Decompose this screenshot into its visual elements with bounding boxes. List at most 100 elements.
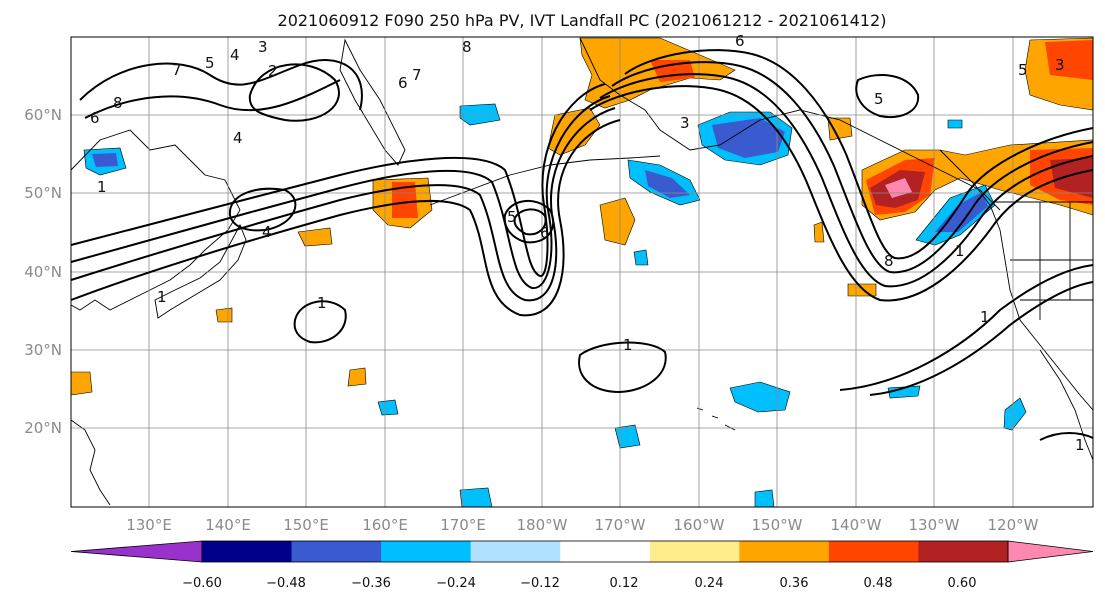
coastline-hawaii xyxy=(696,407,736,431)
contour-label: 4 xyxy=(262,223,272,241)
colorbar-segment xyxy=(291,541,382,562)
contour-line xyxy=(70,107,616,302)
colorbar-tick-label: −0.48 xyxy=(266,576,306,591)
lon-label: 160°E xyxy=(362,516,408,534)
contour-line xyxy=(84,79,341,119)
contour-label: 8 xyxy=(884,252,894,270)
anomaly-positive xyxy=(297,227,333,247)
colorbar-segment xyxy=(202,541,293,562)
contour-label: 3 xyxy=(680,114,690,132)
colorbar-labels: −0.60 −0.48 −0.36 −0.24 −0.12 0.12 0.24 … xyxy=(182,576,976,591)
contour-line xyxy=(70,119,621,317)
anomaly-negative xyxy=(633,249,649,266)
graticule xyxy=(71,37,1093,507)
coastline-japan xyxy=(154,223,247,319)
lon-label: 140°E xyxy=(205,516,251,534)
anomaly-positive xyxy=(827,117,853,141)
anomaly-negative xyxy=(614,424,641,449)
anomaly-negative xyxy=(754,489,775,508)
contour-label: 4 xyxy=(233,129,243,147)
colorbar-tick-label: 0.48 xyxy=(864,576,893,591)
contour-label: 6 xyxy=(90,109,100,127)
anomaly-negative xyxy=(459,487,493,508)
colorbar-tick-label: 0.36 xyxy=(780,576,809,591)
contour-label: 2 xyxy=(268,62,278,80)
contour-label: 5 xyxy=(507,208,517,226)
anomaly-negative xyxy=(1003,397,1027,431)
lon-label: 130°E xyxy=(126,516,172,534)
coastline-kamchatka xyxy=(339,38,406,166)
colorbar-extend-min xyxy=(70,540,203,563)
contour-label: 8 xyxy=(113,94,123,112)
anomaly-positive xyxy=(70,371,93,396)
coastline-alaska xyxy=(579,37,1001,211)
contour-label: 5 xyxy=(205,54,215,72)
contour-label: 3 xyxy=(258,38,268,56)
border-states xyxy=(1010,202,1093,320)
anomaly-positive xyxy=(392,182,418,218)
contour-line xyxy=(70,95,611,290)
contour-label: 1 xyxy=(97,178,107,196)
lat-label: 40°N xyxy=(24,263,62,281)
contour-label: 5 xyxy=(874,90,884,108)
colorbar-segment xyxy=(828,541,919,562)
anomaly-positive xyxy=(215,307,233,323)
colorbar-segment xyxy=(470,541,561,562)
contour-label: 1 xyxy=(317,294,327,312)
colorbar-tick-label: 0.60 xyxy=(948,576,977,591)
contour-label: 6 xyxy=(398,74,408,92)
contour-label: 6 xyxy=(735,32,745,50)
contour-line xyxy=(503,200,555,244)
colorbar-extend-max xyxy=(1007,540,1094,563)
pv-contours xyxy=(70,49,1094,441)
anomaly-negative xyxy=(645,170,690,198)
anomaly-negative xyxy=(729,381,791,413)
anomaly-negative xyxy=(92,153,118,167)
colorbar-segment xyxy=(649,541,740,562)
lon-label: 130°W xyxy=(909,516,960,534)
colorbar-segment xyxy=(918,541,1009,562)
contour-label: 7 xyxy=(412,66,422,84)
anomaly-positive xyxy=(1050,158,1093,198)
contour-label: 4 xyxy=(230,46,240,64)
contour-line xyxy=(248,63,340,122)
lon-label: 150°W xyxy=(752,516,803,534)
contour-label: 1 xyxy=(157,288,167,306)
colorbar-outline xyxy=(201,540,1009,563)
contour-line xyxy=(611,61,1094,274)
anomaly-negative xyxy=(712,118,785,158)
contour-label: 1 xyxy=(623,336,633,354)
lon-label: 160°W xyxy=(674,516,725,534)
map-panel: 8 6 7 5 4 3 2 6 7 1 4 4 1 1 5 6 1 8 6 5 … xyxy=(70,32,1094,508)
lon-label: 140°W xyxy=(831,516,882,534)
lat-label: 60°N xyxy=(24,106,62,124)
colorbar-tick-label: 0.24 xyxy=(695,576,724,591)
contour-line xyxy=(293,300,347,344)
contour-label: 1 xyxy=(955,242,965,260)
contour-label: 3 xyxy=(1055,56,1065,74)
coastline-baja xyxy=(1039,349,1094,461)
contour-label: 7 xyxy=(172,61,182,79)
contour-label: 1 xyxy=(1075,436,1085,454)
contour-label: 8 xyxy=(462,38,472,56)
latitude-labels: 60°N 50°N 40°N 30°N 20°N xyxy=(24,106,62,437)
contour-line xyxy=(599,73,1094,288)
contour-labels: 8 6 7 5 4 3 2 6 7 1 4 4 1 1 5 6 1 8 6 5 … xyxy=(90,32,1085,454)
coastline-bc-coast xyxy=(939,149,1094,411)
colorbar xyxy=(70,540,1094,563)
contour-line xyxy=(589,85,1094,302)
colorbar-tick-label: −0.60 xyxy=(182,576,222,591)
anomaly-positive xyxy=(347,367,367,387)
contour-label: 6 xyxy=(540,224,550,242)
anomaly-negative xyxy=(459,103,501,126)
colorbar-segment xyxy=(381,541,472,562)
lon-label: 170°W xyxy=(595,516,646,534)
anomaly-negative xyxy=(377,399,399,416)
colorbar-tick-label: −0.12 xyxy=(520,576,560,591)
anomaly-negative xyxy=(947,119,963,129)
figure-title: 2021060912 F090 250 hPa PV, IVT Landfall… xyxy=(278,11,887,30)
colorbar-tick-label: 0.12 xyxy=(610,576,639,591)
contour-line xyxy=(70,83,606,277)
lat-label: 30°N xyxy=(24,341,62,359)
